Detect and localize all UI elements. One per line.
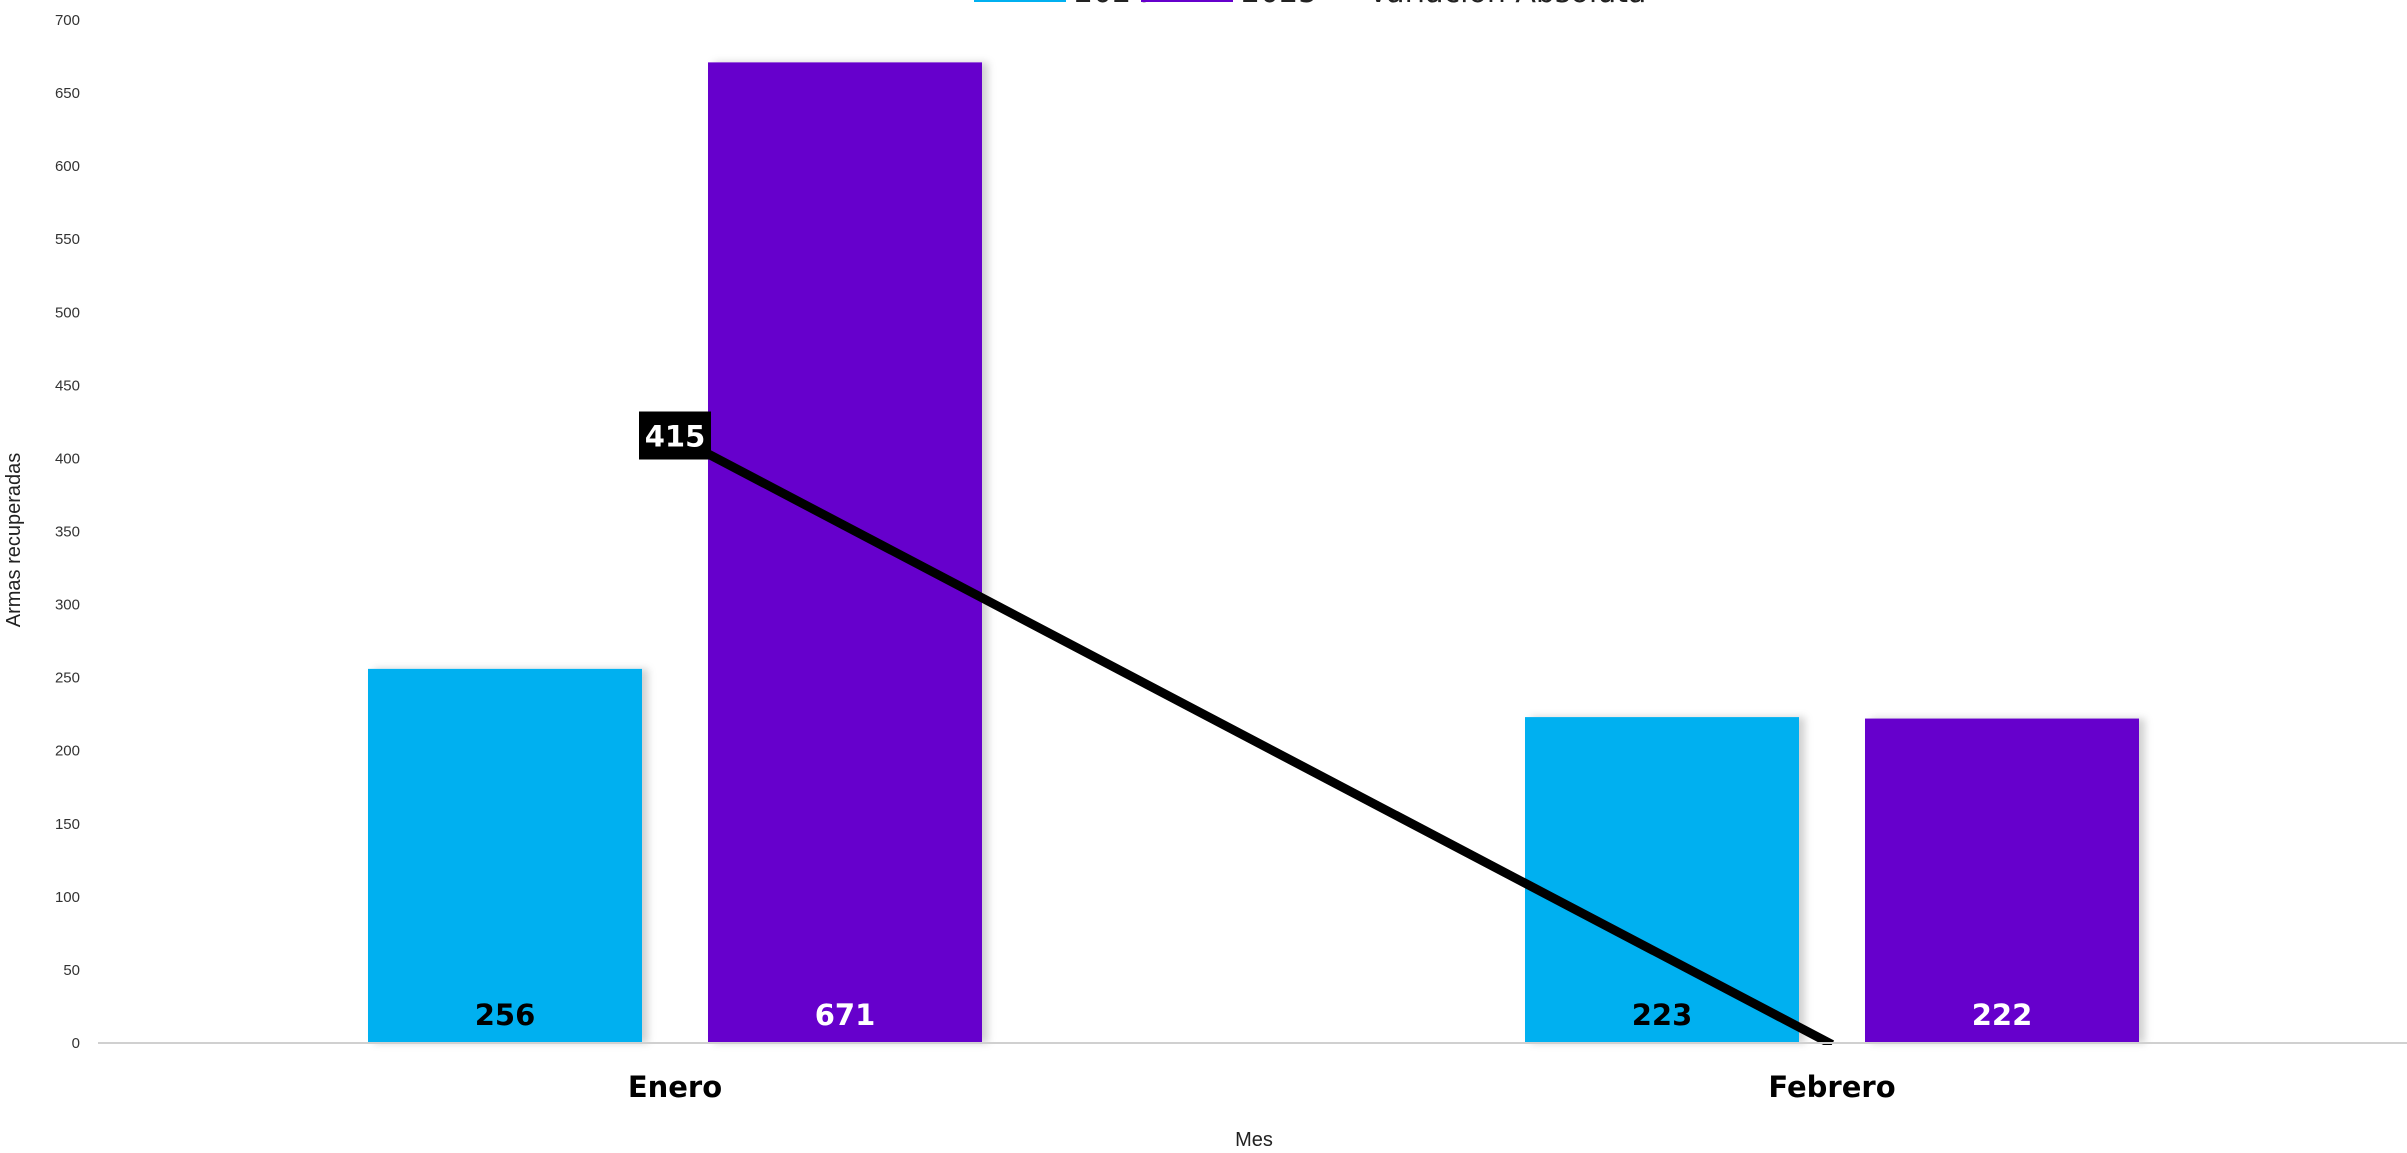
y-tick-label: 500: [55, 304, 80, 321]
y-tick-label: 700: [55, 12, 80, 29]
y-tick-label: 400: [55, 450, 80, 467]
bar-2024-enero: [368, 668, 642, 1043]
y-tick-label: 50: [63, 962, 80, 979]
labels: 256 671 223 222 415: [475, 411, 2033, 1032]
legend-label: 2024: [1074, 0, 1150, 10]
bar-2025-febrero: [1865, 718, 2139, 1043]
y-tick-label: 200: [55, 743, 80, 760]
x-axis-title: Mes: [1235, 1129, 1273, 1151]
bar-2025-enero: [708, 62, 982, 1044]
y-tick-label: 150: [55, 816, 80, 833]
bar-value-label: 671: [815, 998, 876, 1032]
line-label-box: [639, 411, 711, 460]
x-tick-label: Enero: [628, 1070, 722, 1104]
line-layer: [672, 432, 1835, 1045]
y-axis: 0 50 100 150 200 250 300 350 400 450 500 550 600 650 7…: [55, 12, 80, 1052]
y-tick-label: 550: [55, 231, 80, 248]
y-axis-title: Armas recuperadas: [3, 453, 25, 628]
line-variacion-absoluta: [672, 432, 1835, 1045]
line-value-label: 415: [645, 420, 706, 454]
x-tick-label: Febrero: [1768, 1070, 1895, 1104]
y-tick-label: 250: [55, 670, 80, 687]
bar-value-label: 223: [1632, 998, 1693, 1032]
legend: 2024 2025 Variación Absoluta: [974, 0, 1646, 10]
y-tick-label: 650: [55, 85, 80, 102]
bar-value-label: 256: [475, 998, 536, 1032]
bar-value-label: 222: [1972, 998, 2033, 1032]
y-tick-label: 100: [55, 889, 80, 906]
x-axis: Enero Febrero: [98, 1042, 2407, 1104]
y-tick-label: 300: [55, 597, 80, 614]
y-tick-label: 600: [55, 158, 80, 175]
y-tick-label: 0: [72, 1035, 80, 1052]
legend-label: Variación Absoluta: [1368, 0, 1646, 10]
legend-label: 2025: [1241, 0, 1317, 10]
legend-swatch: [974, 0, 1066, 2]
bars: [368, 62, 2139, 1044]
y-tick-label: 450: [55, 377, 80, 394]
bar-2024-febrero: [1525, 717, 1799, 1043]
legend-swatch: [1141, 0, 1233, 2]
y-tick-label: 350: [55, 524, 80, 541]
